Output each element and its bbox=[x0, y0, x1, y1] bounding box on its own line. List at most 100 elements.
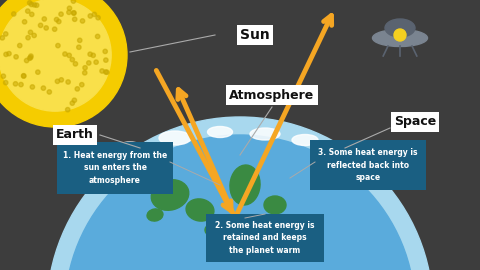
Ellipse shape bbox=[205, 223, 225, 237]
Text: 3. Some heat energy is
reflected back into
space: 3. Some heat energy is reflected back in… bbox=[318, 148, 418, 182]
Circle shape bbox=[27, 56, 32, 60]
Circle shape bbox=[32, 33, 36, 38]
Circle shape bbox=[30, 85, 35, 89]
Circle shape bbox=[1, 74, 6, 78]
Circle shape bbox=[96, 34, 100, 39]
Circle shape bbox=[77, 45, 81, 49]
Circle shape bbox=[29, 54, 33, 58]
Circle shape bbox=[19, 82, 23, 87]
Circle shape bbox=[67, 53, 72, 58]
Circle shape bbox=[67, 10, 71, 15]
FancyBboxPatch shape bbox=[206, 214, 324, 262]
Circle shape bbox=[86, 61, 91, 65]
Circle shape bbox=[18, 43, 22, 48]
Circle shape bbox=[28, 55, 33, 60]
Circle shape bbox=[65, 135, 415, 270]
Circle shape bbox=[13, 82, 18, 86]
Ellipse shape bbox=[151, 180, 189, 210]
Ellipse shape bbox=[264, 196, 286, 214]
Circle shape bbox=[0, 36, 4, 40]
Ellipse shape bbox=[147, 209, 163, 221]
Circle shape bbox=[56, 43, 60, 48]
Circle shape bbox=[0, 0, 111, 111]
Circle shape bbox=[67, 6, 72, 11]
FancyBboxPatch shape bbox=[58, 142, 172, 194]
Ellipse shape bbox=[159, 131, 191, 145]
Circle shape bbox=[22, 73, 26, 78]
Text: Atmosphere: Atmosphere bbox=[229, 89, 314, 102]
Circle shape bbox=[41, 86, 46, 90]
Circle shape bbox=[29, 2, 34, 7]
Circle shape bbox=[25, 9, 30, 13]
Circle shape bbox=[26, 35, 30, 40]
Circle shape bbox=[59, 12, 63, 16]
Circle shape bbox=[57, 19, 61, 24]
Text: 1. Heat energy from the
sun enters the
atmosphere: 1. Heat energy from the sun enters the a… bbox=[63, 151, 167, 185]
Circle shape bbox=[4, 52, 8, 57]
Circle shape bbox=[38, 23, 43, 28]
Text: Earth: Earth bbox=[56, 129, 94, 141]
Circle shape bbox=[47, 90, 51, 94]
Circle shape bbox=[54, 17, 59, 22]
Circle shape bbox=[59, 78, 63, 82]
Circle shape bbox=[78, 38, 82, 42]
Circle shape bbox=[70, 101, 74, 105]
Ellipse shape bbox=[372, 29, 428, 46]
Ellipse shape bbox=[116, 142, 144, 154]
Circle shape bbox=[75, 87, 80, 91]
Circle shape bbox=[44, 26, 48, 30]
Circle shape bbox=[105, 70, 109, 75]
Circle shape bbox=[66, 80, 70, 84]
Circle shape bbox=[94, 60, 98, 64]
Circle shape bbox=[71, 0, 76, 3]
Circle shape bbox=[104, 58, 108, 62]
Circle shape bbox=[36, 70, 40, 74]
Circle shape bbox=[30, 12, 34, 16]
Ellipse shape bbox=[250, 128, 280, 140]
Circle shape bbox=[80, 19, 84, 23]
Circle shape bbox=[104, 70, 108, 74]
Circle shape bbox=[3, 32, 8, 36]
Circle shape bbox=[0, 0, 127, 127]
Circle shape bbox=[80, 82, 84, 87]
Text: Sun: Sun bbox=[240, 28, 270, 42]
Circle shape bbox=[24, 58, 29, 63]
Ellipse shape bbox=[230, 165, 260, 205]
Ellipse shape bbox=[334, 145, 356, 155]
Circle shape bbox=[27, 1, 32, 5]
Circle shape bbox=[103, 49, 108, 54]
FancyBboxPatch shape bbox=[311, 140, 425, 190]
Ellipse shape bbox=[385, 19, 415, 37]
Circle shape bbox=[72, 11, 76, 15]
Circle shape bbox=[32, 3, 36, 7]
Circle shape bbox=[12, 12, 16, 16]
Circle shape bbox=[3, 80, 8, 85]
Text: Space: Space bbox=[394, 116, 436, 129]
Circle shape bbox=[83, 66, 87, 70]
Circle shape bbox=[14, 55, 18, 59]
Circle shape bbox=[22, 74, 26, 78]
Circle shape bbox=[72, 98, 77, 102]
Circle shape bbox=[70, 58, 74, 62]
Circle shape bbox=[83, 71, 87, 75]
Circle shape bbox=[91, 53, 96, 58]
Circle shape bbox=[96, 15, 100, 20]
Ellipse shape bbox=[292, 134, 318, 146]
Circle shape bbox=[72, 11, 76, 15]
Circle shape bbox=[42, 17, 47, 21]
Ellipse shape bbox=[207, 127, 232, 137]
Circle shape bbox=[88, 14, 93, 18]
Circle shape bbox=[55, 79, 60, 83]
Ellipse shape bbox=[186, 199, 214, 221]
Circle shape bbox=[28, 30, 33, 35]
Circle shape bbox=[47, 117, 433, 270]
Circle shape bbox=[52, 27, 57, 31]
Circle shape bbox=[7, 51, 11, 56]
Circle shape bbox=[100, 69, 104, 73]
Circle shape bbox=[35, 3, 39, 7]
Circle shape bbox=[92, 12, 96, 16]
Circle shape bbox=[23, 20, 27, 24]
Text: 2. Some heat energy is
retained and keeps
the planet warm: 2. Some heat energy is retained and keep… bbox=[215, 221, 315, 255]
Circle shape bbox=[73, 62, 78, 66]
Circle shape bbox=[65, 107, 70, 112]
